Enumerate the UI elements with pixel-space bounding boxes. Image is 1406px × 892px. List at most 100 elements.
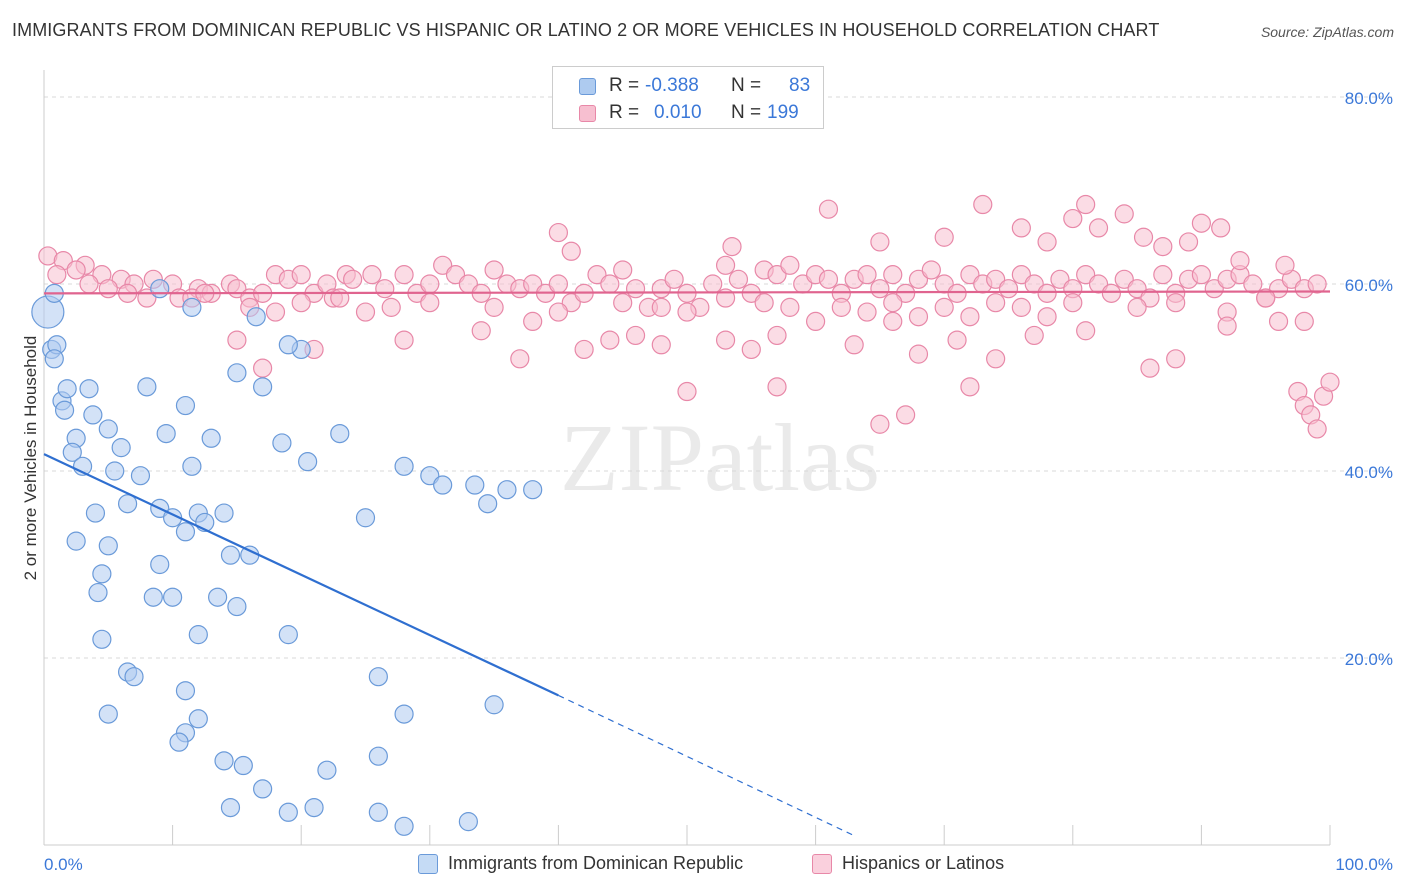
legend-r-label: R = <box>609 75 640 96</box>
dominican-point <box>497 480 517 500</box>
dominican-point <box>83 405 103 425</box>
dominican-point <box>188 625 208 645</box>
dominican-point <box>98 536 118 556</box>
hispanics-point <box>934 227 954 247</box>
legend-n-label: N = <box>731 75 762 96</box>
dominican-point <box>253 377 273 397</box>
hispanics-point <box>1011 297 1031 317</box>
hispanics-point <box>780 255 800 275</box>
hispanics-point <box>1037 307 1057 327</box>
hispanics-point <box>561 293 581 313</box>
legend-r-value: 0.010 <box>654 102 702 123</box>
hispanics-point <box>1320 372 1340 392</box>
dominican-point <box>111 438 131 458</box>
hispanics-point <box>883 293 903 313</box>
dominican-point <box>182 456 202 476</box>
source-label: Source: ZipAtlas.com <box>1260 24 1394 40</box>
hispanics-point <box>1133 227 1154 247</box>
x-tick-label-max: 100.0% <box>1335 855 1393 874</box>
dominican-point <box>57 379 77 399</box>
dominican-point <box>214 503 234 523</box>
dominican-point <box>88 582 108 603</box>
hispanics-point <box>1037 232 1057 252</box>
hispanics-point <box>587 265 607 285</box>
y-tick-label: 20.0% <box>1345 650 1393 669</box>
hispanics-point <box>613 260 633 280</box>
hispanics-point <box>722 237 742 257</box>
hispanics-point <box>420 293 440 313</box>
dominican-point <box>79 379 99 399</box>
hispanics-point <box>664 269 684 289</box>
hispanics-point <box>896 283 916 303</box>
hispanics-point <box>908 269 929 289</box>
grid-lines <box>44 96 1393 659</box>
y-axis-label: 2 or more Vehicles in Household <box>21 336 40 581</box>
hispanics-point <box>883 265 903 285</box>
hispanics-point <box>47 265 67 285</box>
dominican-point <box>150 554 170 575</box>
dominican-point <box>92 564 112 584</box>
dominican-point <box>420 466 440 486</box>
hispanics-point <box>1140 288 1160 308</box>
hispanics-point <box>600 330 620 350</box>
hispanics-point <box>1204 279 1224 299</box>
correlation-legend: R = -0.388 N = 83 R = 0.010 N = 199 <box>552 66 824 129</box>
hispanics-point <box>780 297 800 317</box>
dominican-point <box>330 424 350 444</box>
dominican-point <box>484 695 504 715</box>
legend-swatch-hispanics <box>579 105 596 122</box>
hispanics-point <box>625 325 646 346</box>
hispanics-point <box>805 311 826 331</box>
hispanics-point <box>330 288 350 308</box>
hispanics-point <box>343 269 363 289</box>
hispanics-point <box>66 260 86 280</box>
hispanics-point <box>98 279 118 299</box>
dominican-point <box>253 779 273 799</box>
hispanics-point <box>1114 204 1134 224</box>
chart-title: IMMIGRANTS FROM DOMINICAN REPUBLIC VS HI… <box>12 20 1160 40</box>
hispanics-point <box>741 339 761 360</box>
dominican-point <box>220 545 241 565</box>
hispanics-point <box>1191 213 1212 233</box>
dominican-trend-line <box>43 453 559 697</box>
hispanics-point <box>998 279 1019 299</box>
hispanics-point <box>1217 316 1237 336</box>
hispanics-point <box>651 335 671 355</box>
legend-n-label: N = <box>731 102 762 123</box>
hispanics-point <box>1063 293 1083 313</box>
hispanics-point <box>394 265 414 285</box>
dominican-point <box>304 797 324 818</box>
hispanics-point <box>767 265 787 285</box>
hispanics-point <box>471 321 491 341</box>
dominican-point <box>220 797 241 818</box>
y-tick-label: 60.0% <box>1345 276 1393 295</box>
dominican-point <box>44 349 64 369</box>
dominican-point <box>278 335 298 355</box>
hispanics-point <box>703 274 723 294</box>
dominican-point <box>85 503 106 523</box>
hispanics-point <box>934 297 954 317</box>
hispanics-point <box>1114 269 1134 289</box>
hispanics-point <box>831 297 851 317</box>
dominican-point <box>169 732 189 752</box>
x-tick-marks <box>172 825 1331 845</box>
hispanics-point <box>1076 321 1096 341</box>
hispanics-point <box>625 279 646 299</box>
y-tick-label: 40.0% <box>1345 463 1393 482</box>
hispanics-point <box>677 381 697 402</box>
hispanics-point <box>715 255 736 275</box>
hispanics-point <box>253 358 273 378</box>
hispanics-point <box>870 414 890 434</box>
dominican-point <box>143 587 163 607</box>
hispanics-point <box>375 279 395 299</box>
dominican-point <box>478 494 498 514</box>
hispanics-trend-line <box>43 290 1331 295</box>
dominican-point <box>98 704 118 724</box>
dominican-point <box>130 466 151 486</box>
hispanics-point <box>818 269 839 289</box>
x-tick-label-min: 0.0% <box>44 855 83 874</box>
hispanics-point <box>1268 279 1289 299</box>
hispanics-point <box>960 377 980 397</box>
hispanics-point <box>728 269 749 289</box>
dominican-point <box>458 812 478 832</box>
